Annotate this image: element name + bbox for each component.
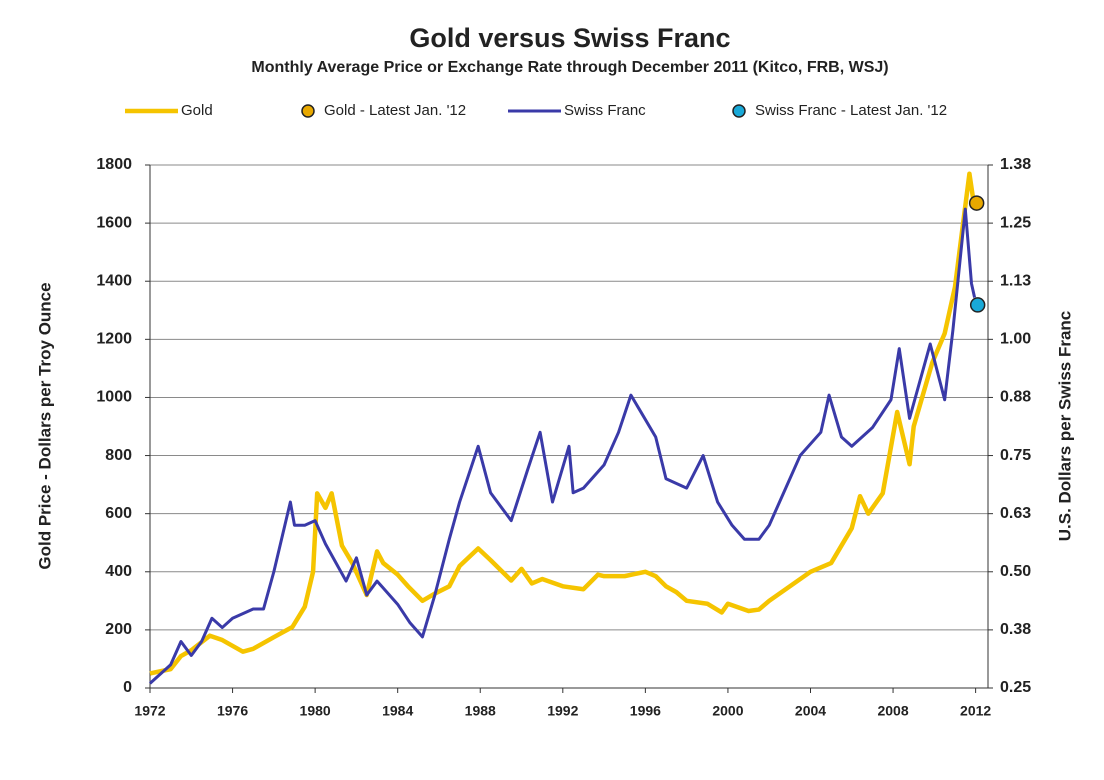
y-tick-label: 1600 — [96, 214, 132, 231]
y2-tick-label: 0.88 — [1000, 389, 1031, 406]
chart-title: Gold versus Swiss Franc — [409, 23, 730, 53]
y2-axis-label: U.S. Dollars per Swiss Franc — [1055, 311, 1074, 542]
y2-tick-label: 1.00 — [1000, 331, 1031, 348]
x-tick-label: 1980 — [300, 703, 331, 719]
y-tick-label: 1000 — [96, 389, 132, 406]
y2-tick-label: 0.63 — [1000, 505, 1031, 522]
data-point — [968, 195, 985, 211]
y2-tick-label: 0.75 — [1000, 447, 1031, 464]
y-tick-label: 800 — [105, 447, 132, 464]
legend-label: Swiss Franc - Latest Jan. '12 — [755, 102, 947, 119]
y2-tick-label: 0.50 — [1000, 563, 1031, 580]
x-tick-label: 1976 — [217, 703, 248, 719]
y-tick-label: 400 — [105, 563, 132, 580]
y-tick-label: 200 — [105, 621, 132, 638]
chart-subtitle: Monthly Average Price or Exchange Rate t… — [251, 59, 888, 76]
x-tick-label: 1988 — [465, 703, 496, 719]
x-tick-label: 1996 — [630, 703, 661, 719]
legend-label: Gold — [181, 102, 213, 119]
y-tick-label: 0 — [123, 679, 132, 696]
y2-tick-label: 0.25 — [1000, 679, 1031, 696]
legend-marker — [301, 104, 315, 118]
y2-tick-label: 0.38 — [1000, 621, 1031, 638]
x-tick-label: 1984 — [382, 703, 413, 719]
legend-label: Swiss Franc — [564, 102, 646, 119]
y2-tick-label: 1.25 — [1000, 214, 1031, 231]
x-tick-label: 1972 — [134, 703, 165, 719]
data-line — [148, 207, 977, 685]
y-tick-label: 1200 — [96, 331, 132, 348]
y-tick-label: 600 — [105, 505, 132, 522]
x-tick-label: 2012 — [960, 703, 991, 719]
x-tick-label: 1992 — [547, 703, 578, 719]
y2-tick-label: 1.38 — [1000, 156, 1031, 173]
x-tick-label: 2000 — [712, 703, 743, 719]
x-tick-label: 2008 — [877, 703, 908, 719]
y-tick-label: 1400 — [96, 272, 132, 289]
data-line — [149, 171, 977, 676]
y-tick-label: 1800 — [96, 156, 132, 173]
legend-marker — [732, 104, 746, 118]
data-point — [969, 297, 986, 313]
legend-label: Gold - Latest Jan. '12 — [324, 102, 466, 119]
x-tick-label: 2004 — [795, 703, 826, 719]
y2-tick-label: 1.13 — [1000, 272, 1031, 289]
y-axis-label: Gold Price - Dollars per Troy Ounce — [35, 282, 54, 569]
